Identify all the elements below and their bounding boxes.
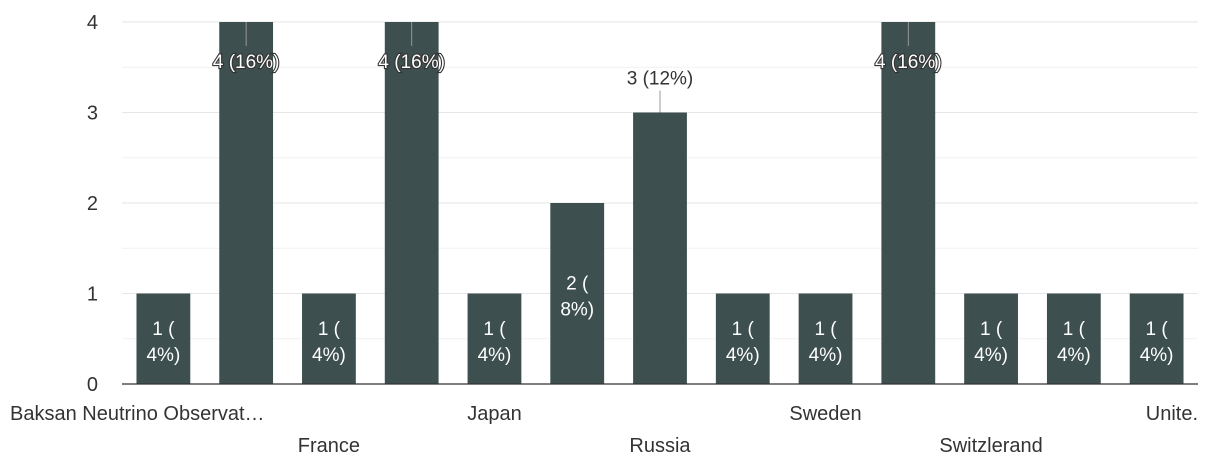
bar	[384, 22, 439, 384]
data-label: 4 (16%)	[213, 52, 280, 73]
x-tick-label: Baksan Neutrino Observat…	[10, 403, 265, 425]
data-label-line: 1 (	[980, 319, 1003, 340]
x-tick-label: France	[298, 435, 360, 457]
data-label-line: 4%)	[1140, 345, 1174, 366]
x-tick-label: Sweden	[789, 403, 861, 425]
category-labels: Baksan Neutrino Observat… France Japan Russ…	[10, 403, 1198, 457]
bar	[302, 293, 356, 384]
bar	[798, 293, 853, 384]
bar	[715, 293, 770, 384]
data-label-line: 1 (	[732, 319, 755, 340]
bar	[1046, 293, 1101, 384]
x-tick-label: Switzlerand	[939, 435, 1042, 457]
x-tick-label: Russia	[629, 435, 691, 457]
data-label: 4 (16%)	[875, 52, 942, 73]
bar	[219, 22, 274, 384]
data-label-line: 4%)	[1057, 345, 1091, 366]
data-label-line: 2 (	[566, 274, 589, 295]
y-tick-label: 4	[87, 12, 98, 34]
data-label-line: 4%)	[809, 345, 843, 366]
data-label-line: 1 (	[814, 319, 837, 340]
bars	[136, 22, 1184, 384]
y-tick-label: 2	[87, 193, 98, 215]
data-label-line: 1 (	[318, 319, 341, 340]
y-tick-label: 0	[87, 374, 98, 396]
data-label-line: 1 (	[483, 319, 506, 340]
y-tick-label: 3	[87, 103, 98, 125]
data-label: 4 (16%)	[378, 52, 445, 73]
y-tick-label: 1	[87, 284, 98, 306]
data-label-line: 1 (	[1146, 319, 1169, 340]
data-label: 3 (12%)	[627, 69, 694, 90]
x-tick-label: Unite.	[1146, 403, 1198, 425]
bar	[964, 293, 1018, 384]
data-label-line: 4%)	[146, 345, 180, 366]
data-label-line: 1 (	[1063, 319, 1086, 340]
data-labels: 1 ( 4%) 4 (16%) 1 ( 4%) 4 (16%) 1 ( 4%) 2 ( 8%) 3 …	[146, 22, 1174, 366]
data-label-line: 4%)	[974, 345, 1008, 366]
data-label-line: 1 (	[152, 319, 175, 340]
bar	[1129, 293, 1184, 384]
data-label-line: 4%)	[726, 345, 760, 366]
x-tick-label: Japan	[467, 403, 522, 425]
data-label-line: 8%)	[560, 300, 594, 321]
bar	[467, 293, 522, 384]
data-label-line: 4%)	[478, 345, 512, 366]
y-axis-ticks: 0 1 2 3 4	[87, 12, 98, 396]
bar	[881, 22, 936, 384]
bar	[633, 112, 687, 384]
bar	[550, 203, 605, 384]
bar	[136, 293, 191, 384]
data-label-line: 4%)	[312, 345, 346, 366]
